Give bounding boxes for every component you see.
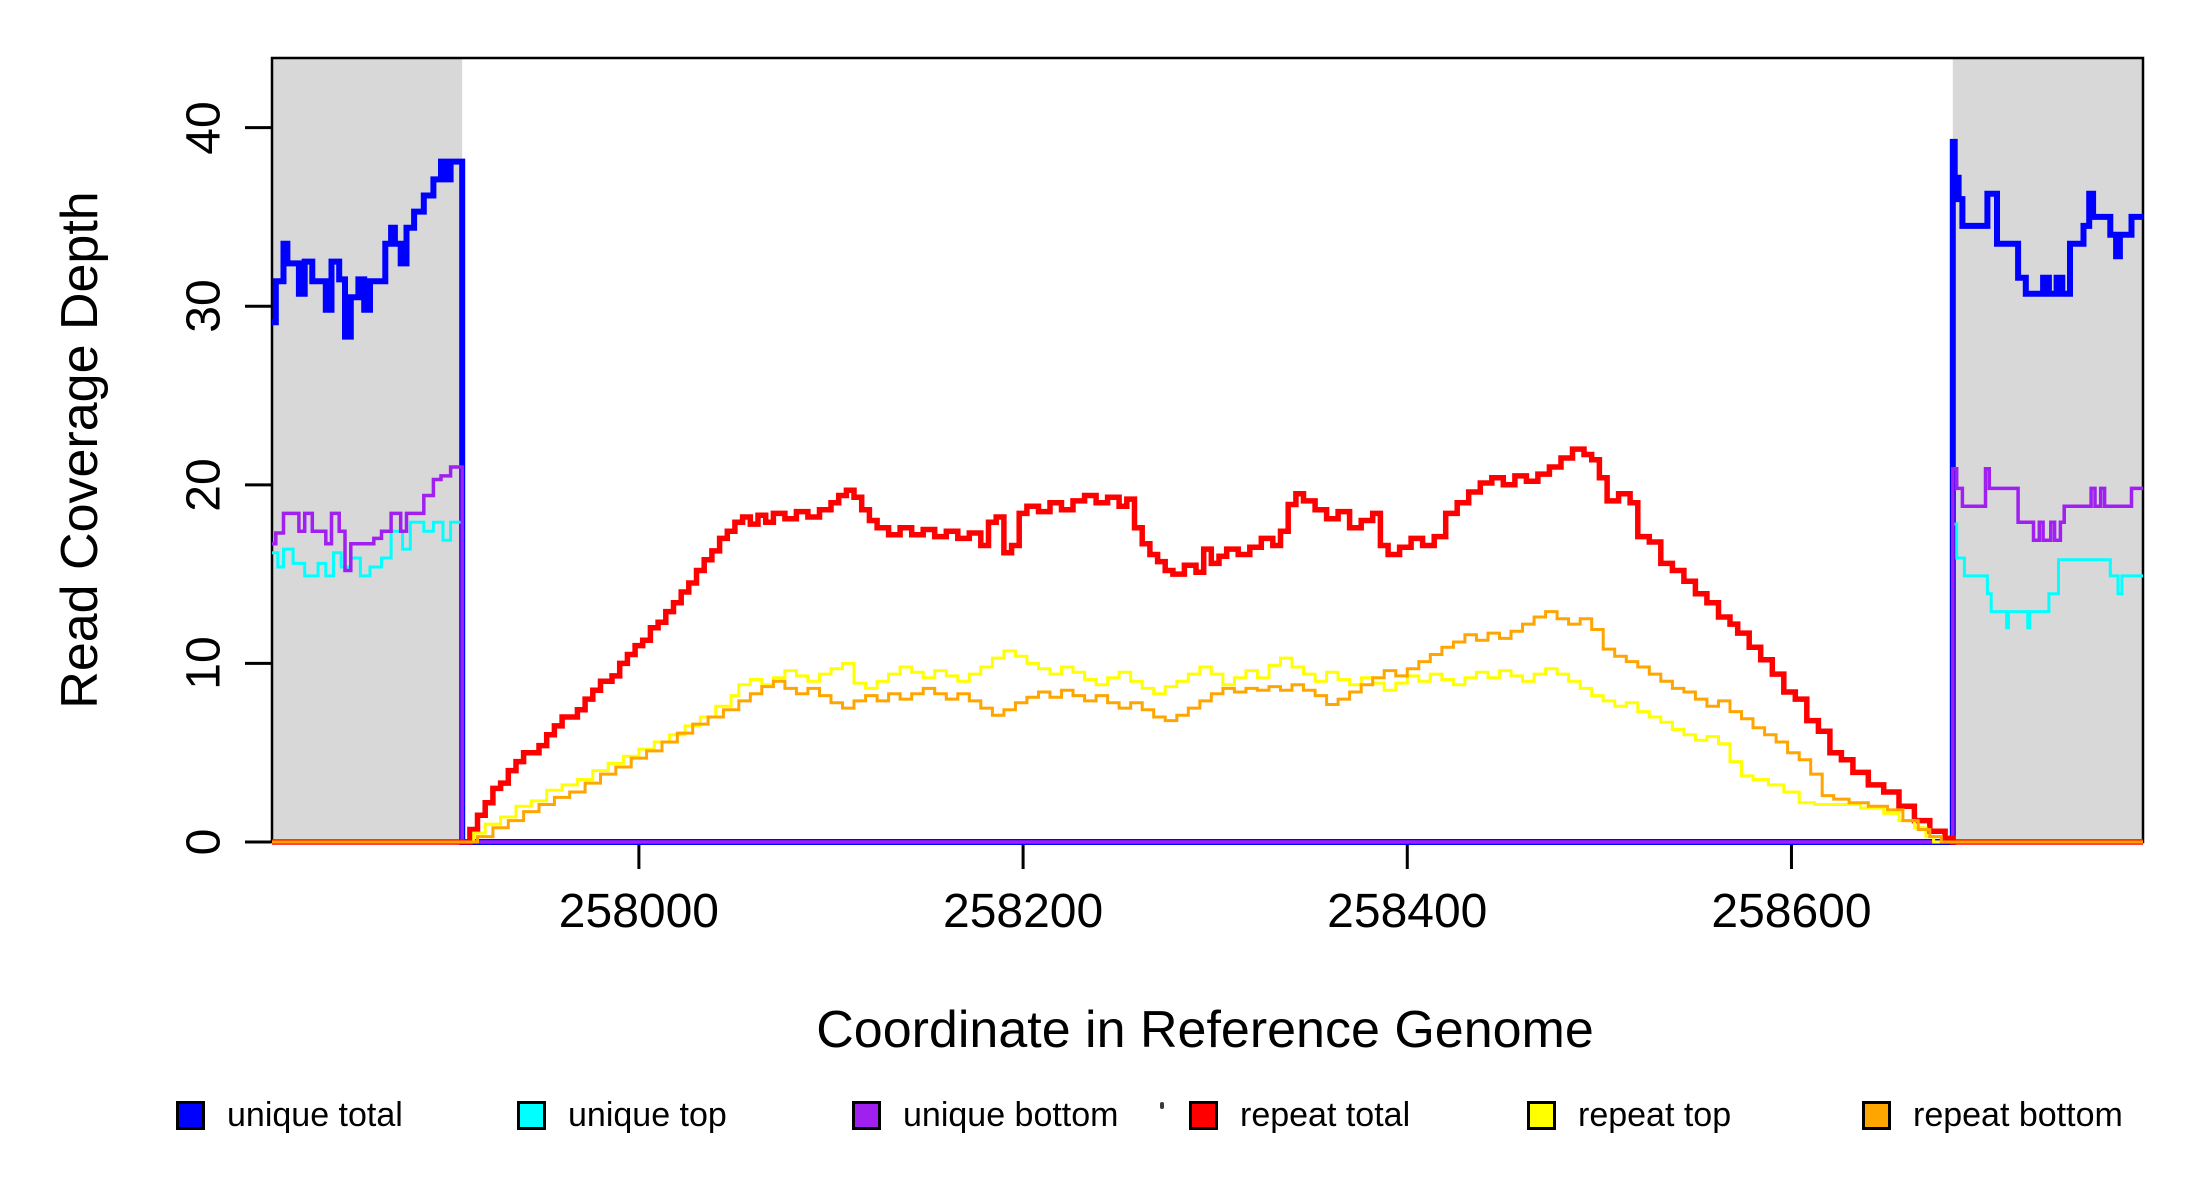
shaded-region [1952, 58, 2143, 842]
y-tick-label: 20 [177, 458, 231, 512]
legend-item-unique-bottom: unique bottom [852, 1096, 1119, 1135]
series-line-unique-top [272, 520, 2143, 844]
shaded-region [272, 58, 463, 842]
series-line-repeat-total [272, 446, 2143, 845]
legend-item-repeat-total: repeat total [1189, 1096, 1410, 1135]
x-tick-label: 258200 [942, 885, 1104, 938]
legend-label: repeat total [1240, 1096, 1411, 1134]
legend-label: unique total [227, 1096, 403, 1134]
legend-label: unique top [568, 1096, 727, 1134]
legend-item-repeat-top: repeat top [1527, 1096, 1731, 1135]
legend-swatch [852, 1101, 881, 1130]
y-tick-label: 0 [177, 828, 231, 856]
series-line-repeat-bottom [272, 610, 2143, 844]
y-tick-label: 30 [177, 279, 231, 333]
legend-swatch [1189, 1101, 1218, 1130]
series-line-unique-total [272, 138, 2143, 845]
legend-swatch [1527, 1101, 1556, 1130]
legend-swatch [1862, 1101, 1891, 1130]
x-tick-label: 258000 [558, 885, 719, 938]
y-axis-title: Read Coverage Depth [51, 191, 109, 709]
legend-label: unique bottom [903, 1096, 1119, 1134]
x-tick-label: 258400 [1327, 885, 1488, 938]
legend-item-unique-top: unique top [517, 1096, 727, 1135]
legend-swatch [176, 1101, 205, 1130]
stray-dot [1160, 1102, 1164, 1109]
legend-item-unique-total: unique total [176, 1096, 403, 1135]
x-tick-label: 258600 [1711, 885, 1872, 938]
series-line-unique-bottom [272, 465, 2143, 844]
legend-item-repeat-bottom: repeat bottom [1862, 1096, 2123, 1135]
series-line-repeat-top [272, 649, 2143, 844]
legend-label: repeat top [1578, 1096, 1732, 1134]
x-axis-title: Coordinate in Reference Genome [816, 1001, 1594, 1059]
legend-swatch [517, 1101, 546, 1130]
y-tick-label: 10 [177, 636, 231, 691]
y-tick-label: 40 [177, 100, 231, 155]
legend-label: repeat bottom [1913, 1096, 2123, 1134]
